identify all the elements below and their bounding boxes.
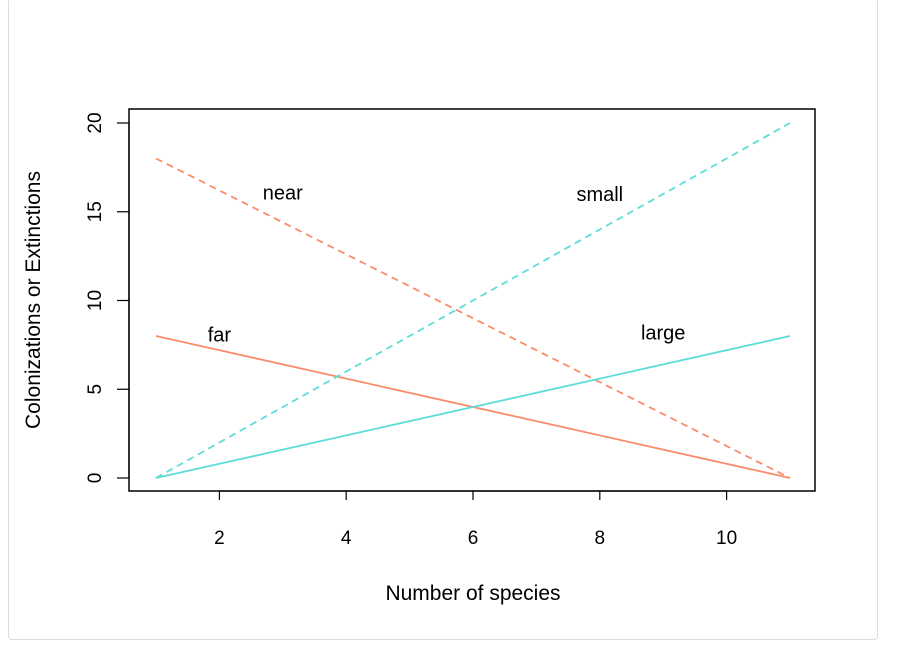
annotation-small: small <box>576 184 623 206</box>
annotation-far: far <box>208 324 232 346</box>
series-line-near <box>155 157 791 479</box>
y-tick-label: 20 <box>85 112 106 133</box>
x-tick-label: 8 <box>595 528 606 549</box>
x-tick-label: 2 <box>214 528 225 549</box>
series-line-small <box>155 122 791 479</box>
x-tick-label: 6 <box>468 528 479 549</box>
x-tick-label: 10 <box>716 528 737 549</box>
annotation-near: near <box>263 182 303 204</box>
y-tick-label: 10 <box>85 290 106 311</box>
y-axis-title: Colonizations or Extinctions <box>22 171 45 429</box>
y-tick-label: 15 <box>85 201 106 222</box>
y-tick-label: 0 <box>85 473 106 484</box>
x-axis-title: Number of species <box>385 582 560 605</box>
x-tick-label: 4 <box>341 528 352 549</box>
annotation-large: large <box>641 323 685 345</box>
series-line-large <box>155 335 791 479</box>
chart-card <box>8 0 878 640</box>
y-tick-label: 5 <box>85 384 106 395</box>
